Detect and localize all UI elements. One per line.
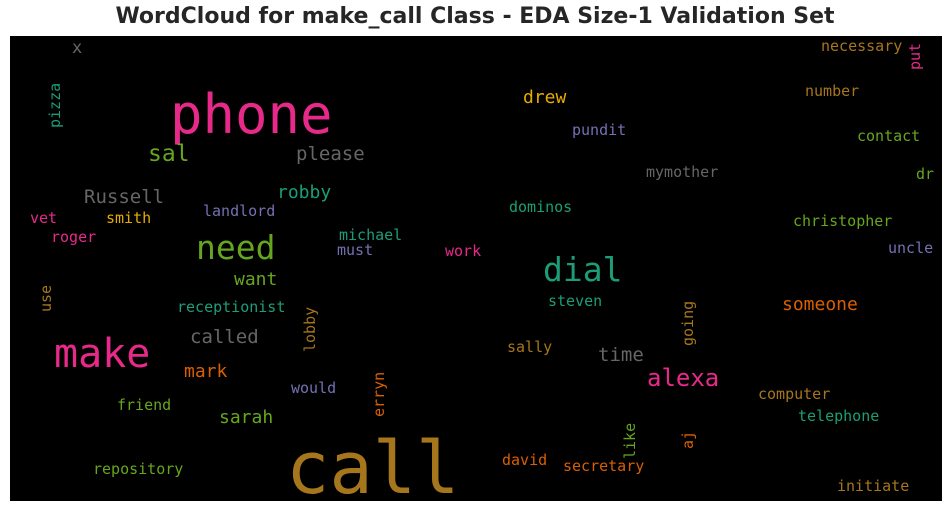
word-would: would: [291, 379, 337, 397]
word-going: going: [679, 300, 697, 346]
word-receptionist: receptionist: [177, 298, 286, 316]
word-uncle: uncle: [888, 239, 934, 257]
word-alexa: alexa: [647, 364, 720, 392]
word-drew: drew: [523, 87, 567, 108]
word-work: work: [445, 242, 482, 260]
word-necessary: necessary: [821, 37, 903, 55]
word-dominos: dominos: [509, 198, 573, 216]
word-time: time: [598, 344, 644, 366]
word-landlord: landlord: [203, 202, 276, 220]
word-like: like: [621, 422, 639, 459]
word-lobby: lobby: [301, 306, 319, 352]
wordcloud-canvas: call phone make need dial alexa sal please Russe…: [10, 36, 942, 501]
word-contact: contact: [857, 127, 921, 145]
word-robby: robby: [277, 182, 332, 203]
word-vet: vet: [30, 209, 58, 227]
word-must: must: [337, 241, 374, 259]
word-want: want: [234, 269, 278, 290]
word-sal: sal: [148, 141, 190, 167]
word-pundit: pundit: [572, 121, 627, 139]
word-phone: phone: [170, 83, 333, 146]
word-number: number: [805, 82, 860, 100]
word-call: call: [286, 426, 460, 501]
word-roger: roger: [51, 228, 97, 246]
word-pizza: pizza: [46, 82, 64, 128]
word-russell: Russell: [84, 186, 165, 208]
word-steven: steven: [548, 292, 603, 310]
word-sally: sally: [507, 338, 553, 356]
word-make: make: [54, 331, 151, 377]
word-michael: michael: [339, 226, 403, 244]
word-initiate: initiate: [837, 477, 910, 495]
word-erryn: erryn: [370, 371, 388, 417]
word-called: called: [190, 326, 259, 348]
word-mymother: mymother: [646, 163, 719, 181]
word-secretary: secretary: [563, 457, 645, 475]
word-dial: dial: [543, 250, 623, 289]
word-put: put: [906, 42, 924, 70]
word-aj: aj: [679, 430, 697, 449]
word-telephone: telephone: [798, 407, 880, 425]
word-david: david: [502, 451, 548, 469]
word-friend: friend: [117, 396, 172, 414]
word-x: x: [72, 38, 83, 58]
word-smith: smith: [106, 209, 152, 227]
word-dr: dr: [916, 165, 935, 183]
word-please: please: [296, 143, 365, 165]
word-use: use: [37, 284, 55, 312]
word-computer: computer: [758, 385, 831, 403]
word-need: need: [196, 228, 276, 267]
word-sarah: sarah: [219, 407, 274, 428]
word-repository: repository: [93, 460, 184, 478]
word-someone: someone: [782, 294, 858, 315]
word-mark: mark: [184, 361, 228, 382]
chart-title: WordCloud for make_call Class - EDA Size…: [115, 4, 835, 29]
word-christopher: christopher: [793, 212, 893, 230]
